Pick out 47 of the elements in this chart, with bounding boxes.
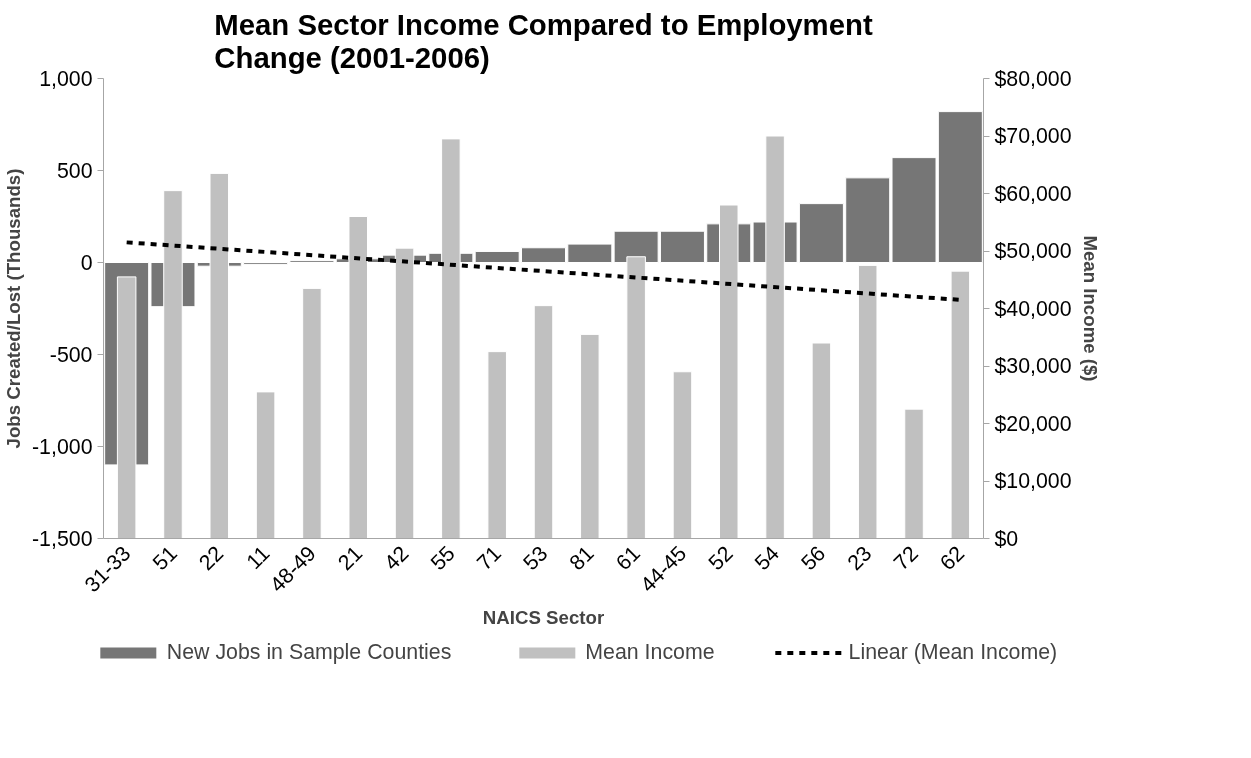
bar	[580, 333, 600, 539]
bar	[950, 270, 971, 539]
bar	[487, 351, 507, 539]
legend-label: Mean Income	[585, 639, 715, 665]
y2-axis-title: Mean Income ($)	[1079, 235, 1101, 382]
y-tick-label: 0	[80, 251, 93, 275]
bar	[904, 408, 924, 539]
y2-tick-label: $50,000	[994, 239, 1072, 263]
x-tick-label: 54	[750, 541, 785, 576]
y-tick-label: 1,000	[39, 67, 93, 91]
x-tick-label: 21	[333, 541, 368, 576]
x-tick-label: 52	[703, 541, 738, 576]
x-tick-label: 72	[889, 541, 923, 576]
x-tick-label: 53	[518, 541, 553, 576]
x-tick-label: 11	[241, 541, 275, 574]
y-tick-label: 500	[56, 159, 93, 183]
bar	[672, 371, 693, 539]
x-tick-label: 23	[842, 541, 877, 576]
y2-tick-label: $30,000	[994, 354, 1072, 378]
y2-tick-label: $0	[994, 526, 1019, 551]
bar	[811, 342, 832, 539]
x-tick-label: 56	[796, 541, 831, 576]
y2-tick-label: $10,000	[994, 469, 1072, 493]
y2-tick-label: $70,000	[994, 124, 1072, 148]
x-tick-label: 55	[425, 541, 460, 576]
x-tick-label: 71	[472, 541, 507, 576]
y2-tick-label: $60,000	[994, 181, 1072, 206]
x-tick-label: 81	[564, 541, 599, 576]
bar	[533, 305, 554, 539]
y-tick-label: -500	[49, 343, 93, 367]
x-tick-label: 51	[148, 541, 182, 576]
x-tick-label: 62	[935, 541, 970, 576]
x-axis-title: NAICS Sector	[482, 606, 605, 628]
y2-tick-label: $80,000	[994, 66, 1072, 91]
x-tick-label: 61	[611, 541, 645, 576]
y-tick-label: -1,500	[32, 527, 93, 551]
y2-tick-label: $40,000	[994, 296, 1072, 321]
chart-title: Mean Sector Income Compared to Employment Change (2001-2006)	[214, 7, 873, 74]
legend-label: Linear (Mean Income)	[848, 639, 1058, 665]
x-tick-label: 22	[194, 541, 229, 576]
y2-tick-label: $20,000	[994, 411, 1072, 436]
bar	[302, 287, 322, 539]
bar	[255, 391, 276, 539]
x-tick-label: 42	[379, 541, 414, 576]
y-tick-label: -1,000	[32, 435, 93, 459]
legend-label: New Jobs in Sample Counties	[166, 639, 452, 665]
y-axis-title: Jobs Created/Lost (Thousands)	[3, 168, 25, 449]
